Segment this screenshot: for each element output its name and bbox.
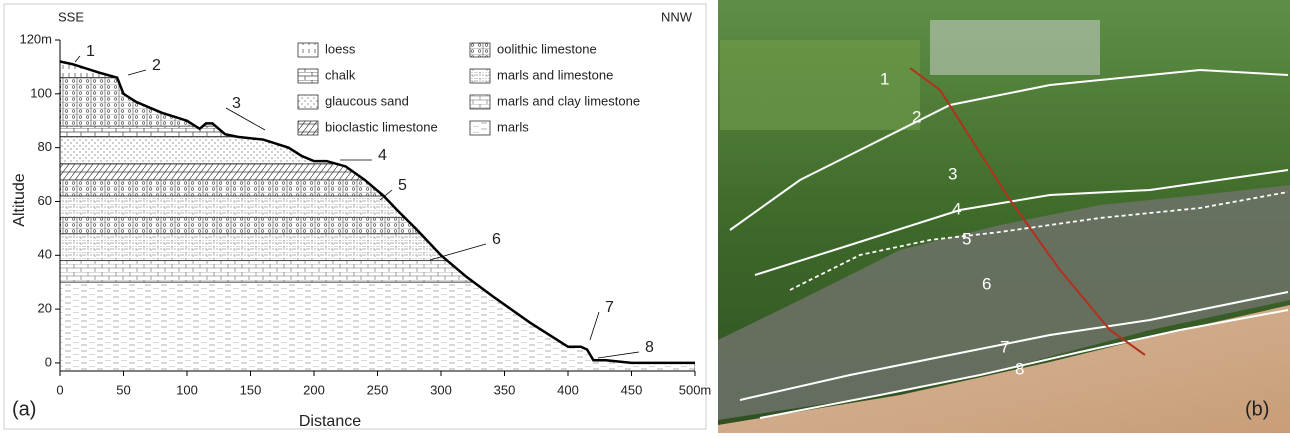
y-tick-label: 80 bbox=[38, 139, 52, 154]
beach bbox=[718, 305, 1290, 433]
legend-swatch bbox=[469, 120, 491, 136]
y-tick-label: 20 bbox=[38, 301, 52, 316]
boundary-line bbox=[754, 169, 1289, 276]
legend-swatch bbox=[297, 120, 319, 136]
legend-swatch bbox=[297, 42, 319, 58]
cliff-face bbox=[718, 185, 1290, 420]
y-tick-label: 120m bbox=[19, 31, 52, 46]
x-tick-label: 50 bbox=[116, 382, 130, 397]
boundary-line bbox=[729, 68, 1289, 231]
boundary-line bbox=[759, 309, 1289, 419]
photo-label: 8 bbox=[1015, 359, 1024, 378]
legend-label: glaucous sand bbox=[325, 93, 409, 108]
legend-label: chalk bbox=[325, 67, 356, 82]
legend-label: marls bbox=[497, 119, 529, 134]
photo: 1 2 3 45 6 78 (b) bbox=[718, 0, 1290, 433]
annotation: 7 bbox=[605, 299, 614, 316]
photo-label: 7 bbox=[1000, 337, 1009, 356]
legend-swatch bbox=[297, 68, 319, 84]
x-tick-label: 250 bbox=[367, 382, 389, 397]
y-axis-title: Altitude bbox=[11, 173, 28, 226]
photo-label: 1 bbox=[880, 69, 889, 88]
y-tick-label: 100 bbox=[30, 85, 52, 100]
profile-line bbox=[59, 60, 695, 365]
photo-label: 2 bbox=[912, 107, 921, 126]
leader-line bbox=[225, 107, 266, 131]
legend-label: loess bbox=[325, 41, 356, 56]
y-tick-label: 60 bbox=[38, 193, 52, 208]
leader-line bbox=[589, 311, 600, 341]
y-tick-label: 40 bbox=[38, 247, 52, 262]
legend-swatch bbox=[469, 68, 491, 84]
leader-line bbox=[379, 189, 393, 201]
legend-swatch bbox=[297, 94, 319, 110]
legend-swatch bbox=[469, 94, 491, 110]
legend-swatch bbox=[469, 42, 491, 58]
x-tick-label: 300 bbox=[430, 382, 452, 397]
x-tick-label: 0 bbox=[56, 382, 63, 397]
photo-label: 5 bbox=[962, 229, 971, 248]
photo-label: 3 bbox=[948, 164, 957, 183]
leader-line bbox=[74, 55, 81, 63]
x-tick-label: 200 bbox=[303, 382, 325, 397]
photo-label: 4 bbox=[952, 199, 961, 218]
annotation: 8 bbox=[645, 339, 654, 356]
annotation: 6 bbox=[492, 231, 501, 248]
y-tick-label: 0 bbox=[45, 354, 52, 369]
annotation: 3 bbox=[232, 95, 241, 112]
boundary-line bbox=[789, 191, 1289, 291]
x-tick-label: 150 bbox=[240, 382, 262, 397]
x-tick-label: 100 bbox=[176, 382, 198, 397]
field bbox=[720, 40, 920, 130]
annotation: 1 bbox=[86, 43, 95, 60]
annotation: 4 bbox=[378, 147, 387, 164]
annotation: 5 bbox=[398, 177, 407, 194]
left-direction: SSE bbox=[58, 9, 84, 24]
x-tick-label: 500m bbox=[679, 382, 712, 397]
legend-label: marls and clay limestone bbox=[497, 93, 640, 108]
annotation: 2 bbox=[152, 57, 161, 74]
legend-label: marls and limestone bbox=[497, 67, 613, 82]
panel-label: (b) bbox=[1245, 398, 1269, 420]
legend-label: oolithic limestone bbox=[497, 41, 597, 56]
fault-line bbox=[909, 67, 1146, 356]
leader-line bbox=[429, 243, 487, 261]
x-axis-title: Distance bbox=[299, 413, 361, 430]
panel-label: (a) bbox=[12, 398, 36, 420]
legend-label: bioclastic limestone bbox=[325, 119, 438, 134]
leader-line bbox=[127, 69, 147, 76]
leader-line bbox=[597, 351, 640, 359]
boundary-line bbox=[739, 291, 1289, 401]
x-tick-label: 350 bbox=[494, 382, 516, 397]
x-tick-label: 450 bbox=[621, 382, 643, 397]
right-direction: NNW bbox=[661, 9, 693, 24]
photo-label: 6 bbox=[982, 274, 991, 293]
x-tick-label: 400 bbox=[557, 382, 579, 397]
campsite bbox=[930, 20, 1100, 75]
